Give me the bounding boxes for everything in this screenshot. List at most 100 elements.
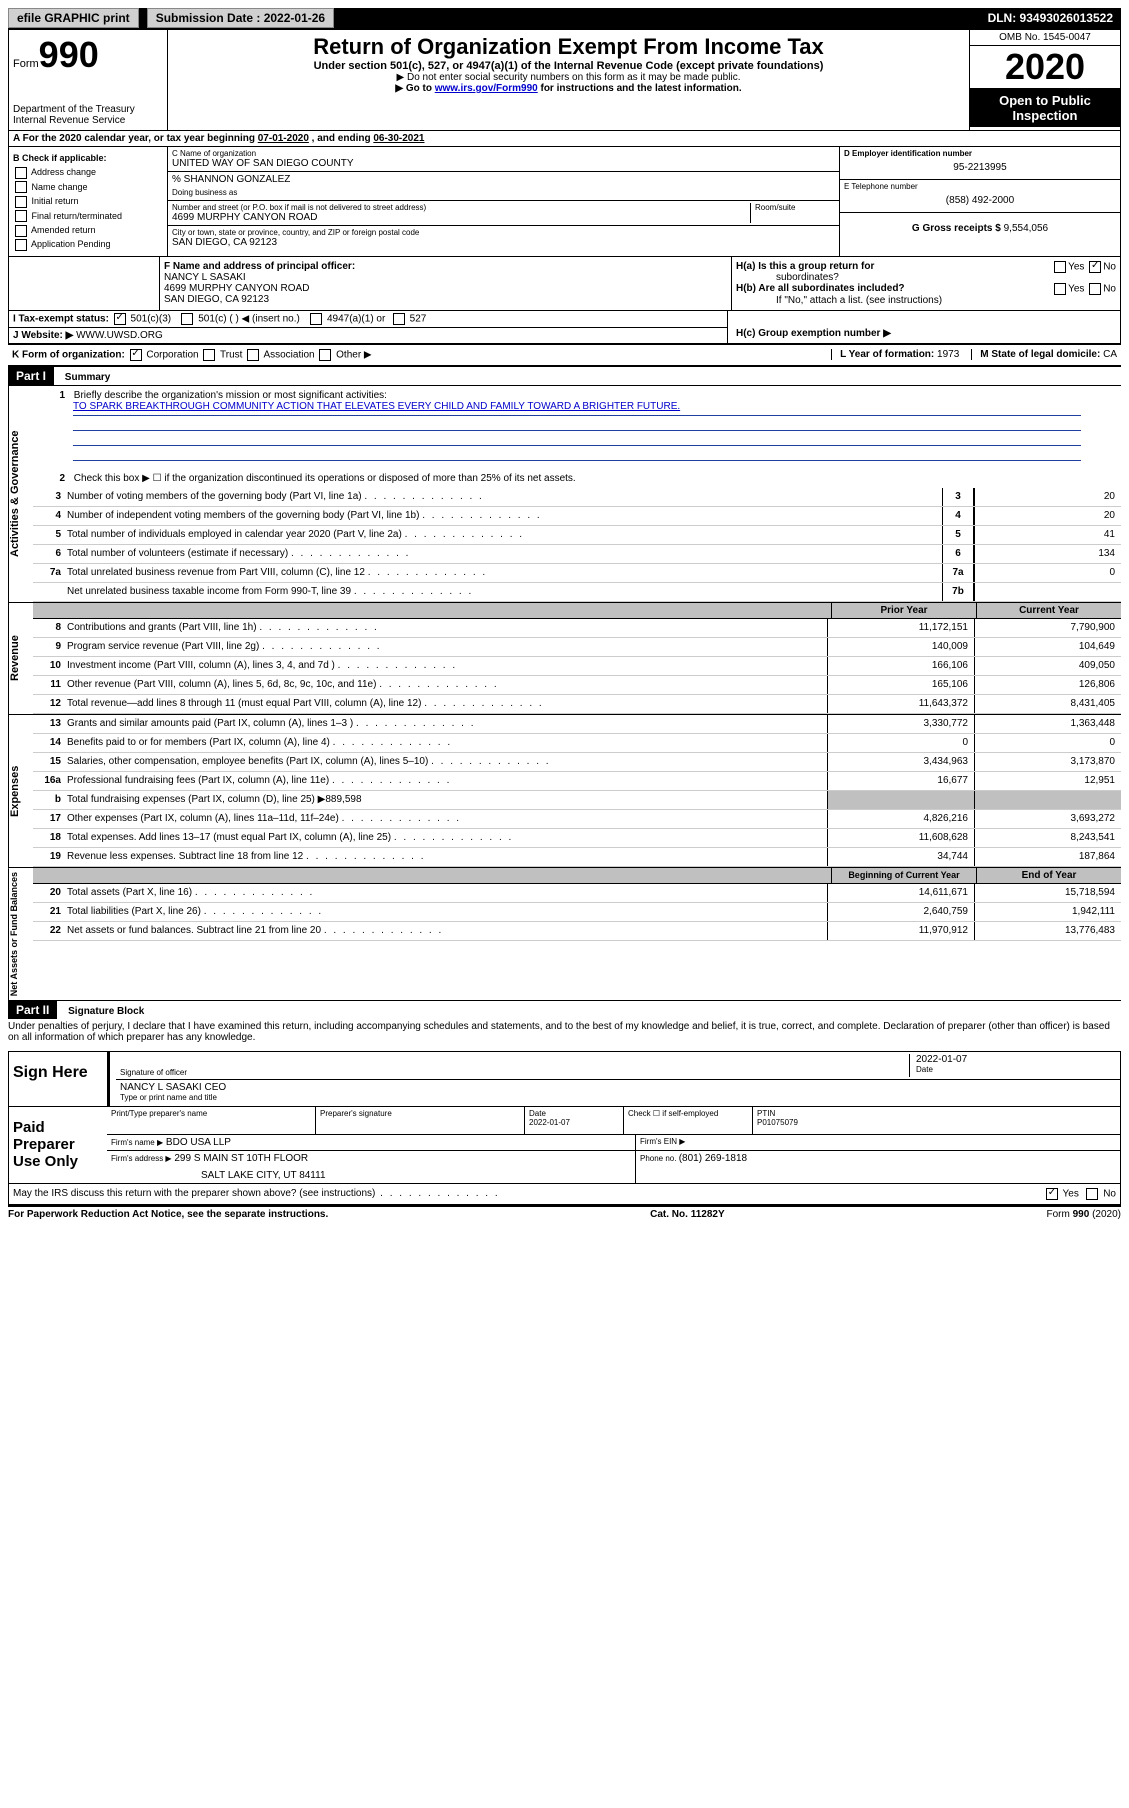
net-assets-section: Net Assets or Fund Balances Beginning of… [8,867,1121,1001]
data-row: 18Total expenses. Add lines 13–17 (must … [33,829,1121,848]
line-num: 5 [33,529,67,540]
501c3-checkbox[interactable] [114,313,126,325]
line-val: 41 [974,526,1121,544]
vert-net: Net Assets or Fund Balances [8,868,33,1000]
part2-bar: Part II Signature Block [8,1001,1121,1019]
line-num: 8 [33,622,67,633]
line-val [974,583,1121,601]
form-subtitle: Under section 501(c), 527, or 4947(a)(1)… [172,60,965,72]
discuss-no-checkbox[interactable] [1086,1188,1098,1200]
period-begin: 07-01-2020 [258,133,309,144]
may-discuss-row: May the IRS discuss this return with the… [8,1184,1121,1205]
prep-date: 2022-01-07 [529,1118,619,1127]
state-label: M State of legal domicile: [980,349,1103,360]
gov-row: 5Total number of individuals employed in… [33,526,1121,545]
line-num: 22 [33,925,67,936]
col-end: End of Year [976,868,1121,883]
q1-label: Briefly describe the organization's miss… [74,390,387,401]
efile-button[interactable]: efile GRAPHIC print [8,8,139,28]
assoc-checkbox[interactable] [247,349,259,361]
data-row: 20Total assets (Part X, line 16) 14,611,… [33,884,1121,903]
4947-checkbox[interactable] [310,313,322,325]
officer-label: F Name and address of principal officer: [164,261,727,272]
data-row: 13Grants and similar amounts paid (Part … [33,715,1121,734]
box-b-opt-checkbox[interactable] [15,167,27,179]
ha-yes-checkbox[interactable] [1054,261,1066,273]
data-row: bTotal fundraising expenses (Part IX, co… [33,791,1121,810]
ptin: P01075079 [757,1118,1116,1127]
gov-row: 6Total number of volunteers (estimate if… [33,545,1121,564]
ha-label: H(a) Is this a group return for [736,261,874,272]
firm-name: BDO USA LLP [166,1137,231,1148]
footer: For Paperwork Reduction Act Notice, see … [8,1205,1121,1220]
box-c-label: C Name of organization [172,149,835,158]
phone-value: (858) 492-2000 [844,191,1116,210]
line-desc: Benefits paid to or for members (Part IX… [67,737,827,748]
current-val: 0 [974,734,1121,752]
line-desc: Revenue less expenses. Subtract line 18 … [67,851,827,862]
officer-name-type: NANCY L SASAKI CEO [120,1082,226,1093]
box-b-opt-checkbox[interactable] [15,210,27,222]
prep-phone-label: Phone no. [640,1154,679,1163]
vert-governance: Activities & Governance [8,386,33,602]
trust-checkbox[interactable] [203,349,215,361]
part1-subtitle: Summary [57,372,111,383]
hb-yes-checkbox[interactable] [1054,283,1066,295]
current-val: 126,806 [974,676,1121,694]
prior-val [827,791,974,809]
officer-city: SAN DIEGO, CA 92123 [164,294,727,305]
prep-name-label: Print/Type preparer's name [111,1109,311,1118]
irs-link[interactable]: www.irs.gov/Form990 [435,83,538,94]
prior-val: 140,009 [827,638,974,656]
501c-checkbox[interactable] [181,313,193,325]
phone-label: E Telephone number [844,182,1116,191]
line-num: b [33,794,67,805]
line-box: 6 [942,545,974,563]
box-b-opt-checkbox[interactable] [15,239,27,251]
website-value: WWW.UWSD.ORG [76,330,163,341]
col-prior: Prior Year [831,603,976,618]
line-num: 7a [33,567,67,578]
ssn-note: ▶ Do not enter social security numbers o… [172,72,965,83]
check-self: Check ☐ if self-employed [624,1107,753,1134]
box-b-opt-checkbox[interactable] [15,225,27,237]
line-val: 0 [974,564,1121,582]
prior-val: 11,970,912 [827,922,974,940]
pra-notice: For Paperwork Reduction Act Notice, see … [8,1209,328,1220]
line-num: 4 [33,510,67,521]
box-b-opt-checkbox[interactable] [15,196,27,208]
527-checkbox[interactable] [393,313,405,325]
data-row: 19Revenue less expenses. Subtract line 1… [33,848,1121,867]
dba-label: Doing business as [172,188,237,197]
current-val: 1,942,111 [974,903,1121,921]
current-val: 1,363,448 [974,715,1121,733]
current-val: 3,693,272 [974,810,1121,828]
line-num: 3 [33,491,67,502]
part2-subtitle: Signature Block [60,1006,144,1017]
trust: Trust [220,349,242,360]
corp-checkbox[interactable] [130,349,142,361]
hb-no-checkbox[interactable] [1089,283,1101,295]
prior-val: 14,611,671 [827,884,974,902]
data-row: 14Benefits paid to or for members (Part … [33,734,1121,753]
firm-addr-label: Firm's address ▶ [111,1154,172,1163]
declaration: Under penalties of perjury, I declare th… [8,1019,1121,1051]
line-desc: Contributions and grants (Part VIII, lin… [67,622,827,633]
prior-val: 11,172,151 [827,619,974,637]
hb-no: No [1103,283,1116,294]
ha-no-checkbox[interactable] [1089,261,1101,273]
discuss-yes-checkbox[interactable] [1046,1188,1058,1200]
mission-text[interactable]: TO SPARK BREAKTHROUGH COMMUNITY ACTION T… [73,401,680,412]
submission-date-button[interactable]: Submission Date : 2022-01-26 [147,8,334,28]
governance-section: Activities & Governance 1 Briefly descri… [8,385,1121,602]
current-val: 12,951 [974,772,1121,790]
line-num: 13 [33,718,67,729]
data-row: 11Other revenue (Part VIII, column (A), … [33,676,1121,695]
line-num: 17 [33,813,67,824]
part1-bar: Part I Summary [8,367,1121,385]
dln-label: DLN: 93493026013522 [980,9,1121,27]
street: 4699 MURPHY CANYON ROAD [172,212,750,223]
box-b-opt-checkbox[interactable] [15,181,27,193]
other-checkbox[interactable] [319,349,331,361]
box-b-opt: Amended return [13,223,163,237]
